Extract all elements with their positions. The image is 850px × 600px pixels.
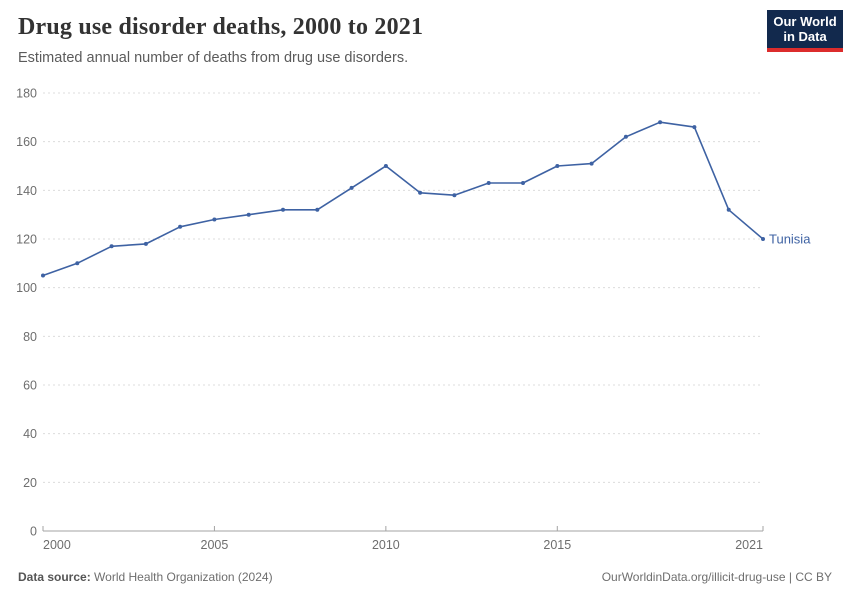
chart-footer: Data source: World Health Organization (… [18,570,832,584]
y-axis-tick-label: 80 [23,330,37,344]
y-axis-tick-label: 140 [16,184,37,198]
data-point[interactable] [349,185,354,190]
x-axis-tick-label: 2000 [43,538,71,552]
data-source: Data source: World Health Organization (… [18,570,273,584]
owid-logo-line1: Our World [773,14,837,29]
y-axis-tick-label: 0 [30,525,37,539]
data-point[interactable] [281,207,285,212]
owid-logo[interactable]: Our World in Data [767,10,843,52]
data-point[interactable] [315,207,320,212]
data-point[interactable] [589,161,594,166]
owid-logo-line2: in Data [783,29,827,44]
owid-url-link[interactable]: OurWorldinData.org/illicit-drug-use | CC… [601,570,832,584]
data-line-tunisia[interactable] [42,121,764,277]
data-point[interactable] [383,164,388,168]
y-axis-tick-label: 60 [23,379,37,393]
chart-header: Drug use disorder deaths, 2000 to 2021 E… [18,14,758,66]
data-point[interactable] [143,241,148,246]
y-axis-tick-label: 40 [23,427,37,441]
data-point[interactable] [452,193,457,198]
data-source-value: World Health Organization (2024) [90,570,273,584]
data-point[interactable] [555,164,560,168]
data-source-label: Data source: [18,570,91,584]
data-point[interactable] [761,237,765,241]
x-axis-tick-label: 2015 [543,538,571,552]
data-point[interactable] [623,134,628,139]
x-axis-tick-label: 2021 [735,538,763,552]
y-axis-tick-label: 20 [23,476,37,490]
y-axis-tick-label: 160 [16,135,37,149]
data-point[interactable] [109,244,114,249]
data-point[interactable] [178,224,183,229]
y-axis-tick-label: 120 [16,233,37,247]
y-axis-tick-label: 180 [16,87,37,101]
data-point[interactable] [486,181,491,185]
data-point[interactable] [521,181,525,185]
data-point[interactable] [726,207,731,212]
data-point[interactable] [75,261,80,266]
data-point[interactable] [658,120,663,125]
data-point[interactable] [41,273,45,278]
x-axis-tick-label: 2005 [201,538,229,552]
y-axis-tick-label: 100 [16,281,37,295]
chart-subtitle: Estimated annual number of deaths from d… [18,50,409,66]
x-axis-tick-label: 2010 [372,538,400,552]
data-point[interactable] [692,125,697,130]
page-title: Drug use disorder deaths, 2000 to 2021 [18,14,424,40]
entity-label[interactable]: Tunisia [769,232,811,247]
data-point[interactable] [246,212,251,217]
data-point[interactable] [418,190,423,195]
data-point[interactable] [212,217,217,222]
